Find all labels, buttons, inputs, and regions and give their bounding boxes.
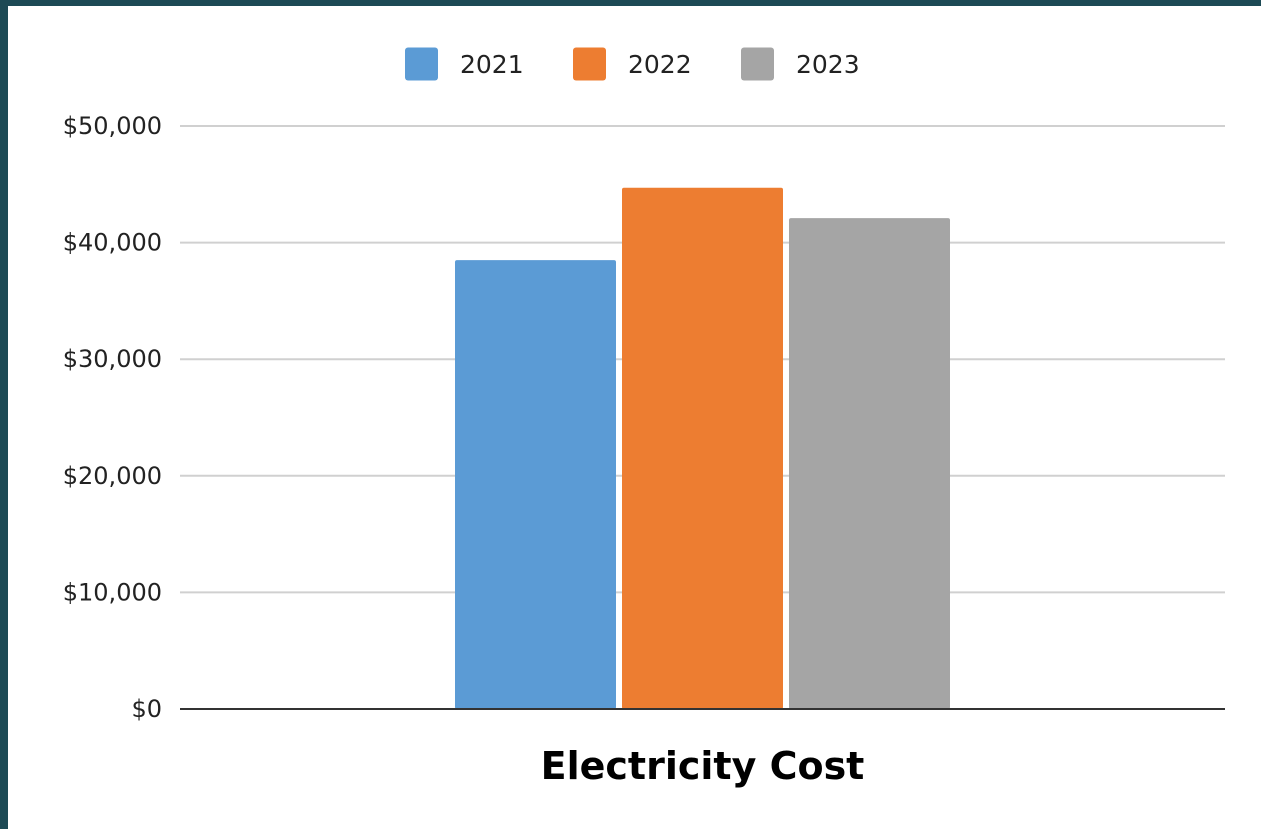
y-tick-label: $10,000 [63, 578, 162, 606]
bar-2022 [622, 187, 783, 710]
bar-2021 [455, 260, 616, 709]
legend-item-2022: 2022 [573, 47, 692, 81]
bar-2023 [789, 218, 950, 709]
bar-chart: 2021 2022 2023 $0 $10,000 $20,000 $30,000 $40,… [63, 47, 1225, 788]
legend-swatch [573, 47, 606, 81]
y-tick-label: $20,000 [63, 462, 162, 490]
legend-swatch [741, 47, 774, 81]
y-tick-label: $0 [131, 695, 162, 723]
legend-label: 2023 [796, 50, 860, 79]
y-axis-ticks: $0 $10,000 $20,000 $30,000 $40,000 $50,000 [63, 112, 162, 723]
y-tick-label: $30,000 [63, 345, 162, 373]
y-tick-label: $40,000 [63, 229, 162, 257]
y-tick-label: $50,000 [63, 112, 162, 140]
legend-label: 2022 [628, 50, 692, 79]
legend-item-2021: 2021 [405, 47, 524, 81]
x-axis-category-labels: Electricity Cost [541, 744, 865, 788]
legend-label: 2021 [460, 50, 524, 79]
legend: 2021 2022 2023 [405, 47, 860, 81]
bars [455, 187, 950, 710]
x-category-label: Electricity Cost [541, 744, 865, 788]
legend-swatch [405, 47, 438, 81]
legend-item-2023: 2023 [741, 47, 860, 81]
chart-frame: 2021 2022 2023 $0 $10,000 $20,000 $30,000 $40,… [8, 6, 1261, 829]
